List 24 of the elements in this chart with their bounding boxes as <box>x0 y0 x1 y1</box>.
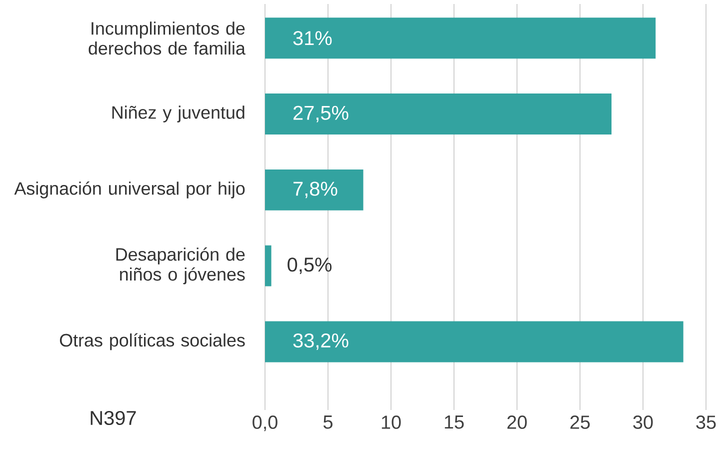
x-tick-label: 0,0 <box>252 416 278 432</box>
data-label: 33,2% <box>293 333 348 350</box>
y-tick-label: Niñez y juventud <box>112 106 244 122</box>
x-tick-label: 10 <box>382 416 401 429</box>
data-label: 7,8% <box>294 182 338 198</box>
x-tick-label: 20 <box>507 416 527 429</box>
y-tick-label: Incumplimientos de derechos de familia <box>88 22 246 55</box>
y-tick-label: Asignación universal por hijo <box>14 181 245 198</box>
x-tick-label: 35 <box>696 416 716 429</box>
bar <box>265 94 612 135</box>
y-tick-label: Desaparición de niños o jóvenes <box>116 247 245 284</box>
y-tick-label: Otras políticas sociales <box>60 333 245 350</box>
x-tick-label: 5 <box>323 416 332 429</box>
x-tick-label: 15 <box>444 416 464 429</box>
data-label: 27,5% <box>294 106 348 122</box>
text: N397 <box>90 410 136 426</box>
data-label: 0,5% <box>288 258 332 274</box>
bar <box>265 18 656 59</box>
bar <box>265 169 364 210</box>
bar <box>265 245 272 286</box>
bar <box>265 321 684 362</box>
data-label: 31% <box>293 31 332 46</box>
x-tick-label: 30 <box>633 416 653 429</box>
x-tick-label: 25 <box>570 416 590 429</box>
